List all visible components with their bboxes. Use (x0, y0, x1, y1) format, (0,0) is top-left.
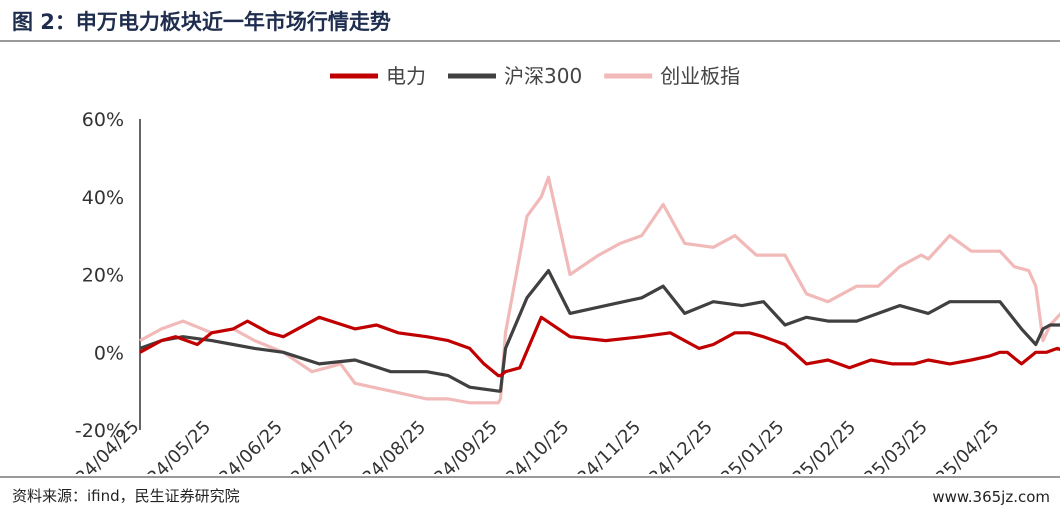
y-tick-label: -20% (75, 420, 124, 442)
x-tick-label: 2024/07/25 (270, 417, 358, 474)
legend: 电力 沪深300 创业板指 (330, 64, 740, 88)
y-tick-label: 20% (82, 265, 124, 287)
series-line-2 (139, 175, 1060, 405)
x-tick-label: 2025/04/25 (915, 417, 1003, 474)
x-axis: 2024/04/252024/05/252024/06/252024/07/25… (55, 417, 1003, 474)
series-line-0 (139, 315, 1060, 378)
plot-area (139, 175, 1060, 405)
chart: 电力 沪深300 创业板指 -20% 0% 20% 40% 60% 2024/04/2520… (55, 64, 1060, 474)
x-tick-label: 2024/09/25 (414, 417, 502, 474)
chart-title: 图 2：申万电力板块近一年市场行情走势 (12, 10, 391, 34)
x-tick-label: 2024/06/25 (199, 417, 287, 474)
legend-label: 创业板指 (660, 64, 740, 88)
title-divider (0, 40, 1060, 42)
source-note: 资料来源：ifind，民生证券研究院 (12, 487, 240, 505)
legend-label: 沪深300 (504, 64, 582, 88)
y-tick-label: 60% (82, 109, 124, 131)
y-tick-label: 0% (94, 342, 124, 364)
x-tick-label: 2024/08/25 (342, 417, 430, 474)
y-axis: -20% 0% 20% 40% 60% (75, 109, 141, 442)
y-tick-label: 40% (82, 187, 124, 209)
x-tick-label: 2024/12/25 (629, 417, 717, 474)
legend-label: 电力 (386, 64, 426, 88)
x-tick-label: 2025/01/25 (700, 417, 788, 474)
x-tick-label: 2024/11/25 (557, 417, 645, 474)
x-tick-label: 2025/03/25 (844, 417, 932, 474)
watermark: www.365jz.com (932, 488, 1050, 506)
footer-divider (0, 476, 1060, 478)
x-tick-label: 2025/02/25 (772, 417, 860, 474)
x-tick-label: 2024/10/25 (485, 417, 573, 474)
series-line-1 (139, 269, 1060, 393)
